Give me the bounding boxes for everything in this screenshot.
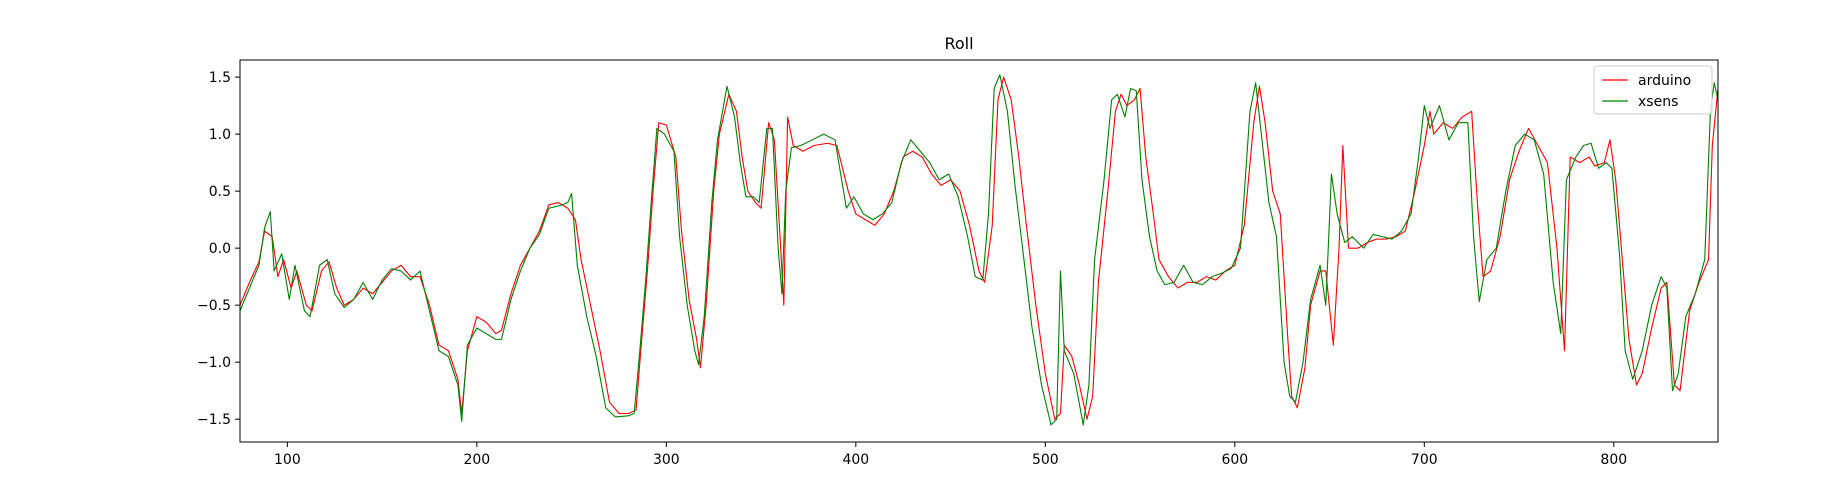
y-axis: −1.5 −1.0 −0.5 0.0 0.5 1.0 1.5 bbox=[197, 70, 240, 428]
plot-frame bbox=[239, 59, 1719, 443]
chart-title: Roll bbox=[944, 34, 973, 53]
y-tick-label: −1.0 bbox=[197, 355, 231, 371]
x-tick-label: 200 bbox=[463, 452, 490, 468]
y-tick-label: 0.5 bbox=[209, 184, 231, 200]
y-tick-label: 1.5 bbox=[209, 70, 231, 86]
legend: arduino xsens bbox=[1593, 65, 1713, 115]
y-tick-label: −1.5 bbox=[197, 412, 231, 428]
series-layer bbox=[240, 74, 1718, 426]
series-line-arduino bbox=[240, 76, 1718, 420]
legend-label-xsens: xsens bbox=[1638, 94, 1678, 110]
y-tick-label: 0.0 bbox=[209, 241, 231, 257]
x-axis: 100 200 300 400 500 600 700 800 bbox=[274, 442, 1627, 468]
x-tick-label: 300 bbox=[653, 452, 680, 468]
x-tick-label: 700 bbox=[1411, 452, 1438, 468]
x-tick-label: 800 bbox=[1600, 452, 1627, 468]
legend-label-arduino: arduino bbox=[1638, 73, 1691, 89]
x-tick-label: 600 bbox=[1221, 452, 1248, 468]
legend-box bbox=[1593, 65, 1713, 115]
x-tick-label: 400 bbox=[842, 452, 869, 468]
y-tick-label: −0.5 bbox=[197, 298, 231, 314]
x-tick-label: 500 bbox=[1032, 452, 1059, 468]
series-line-xsens bbox=[240, 74, 1718, 426]
x-tick-label: 100 bbox=[274, 452, 301, 468]
y-tick-label: 1.0 bbox=[209, 127, 231, 143]
